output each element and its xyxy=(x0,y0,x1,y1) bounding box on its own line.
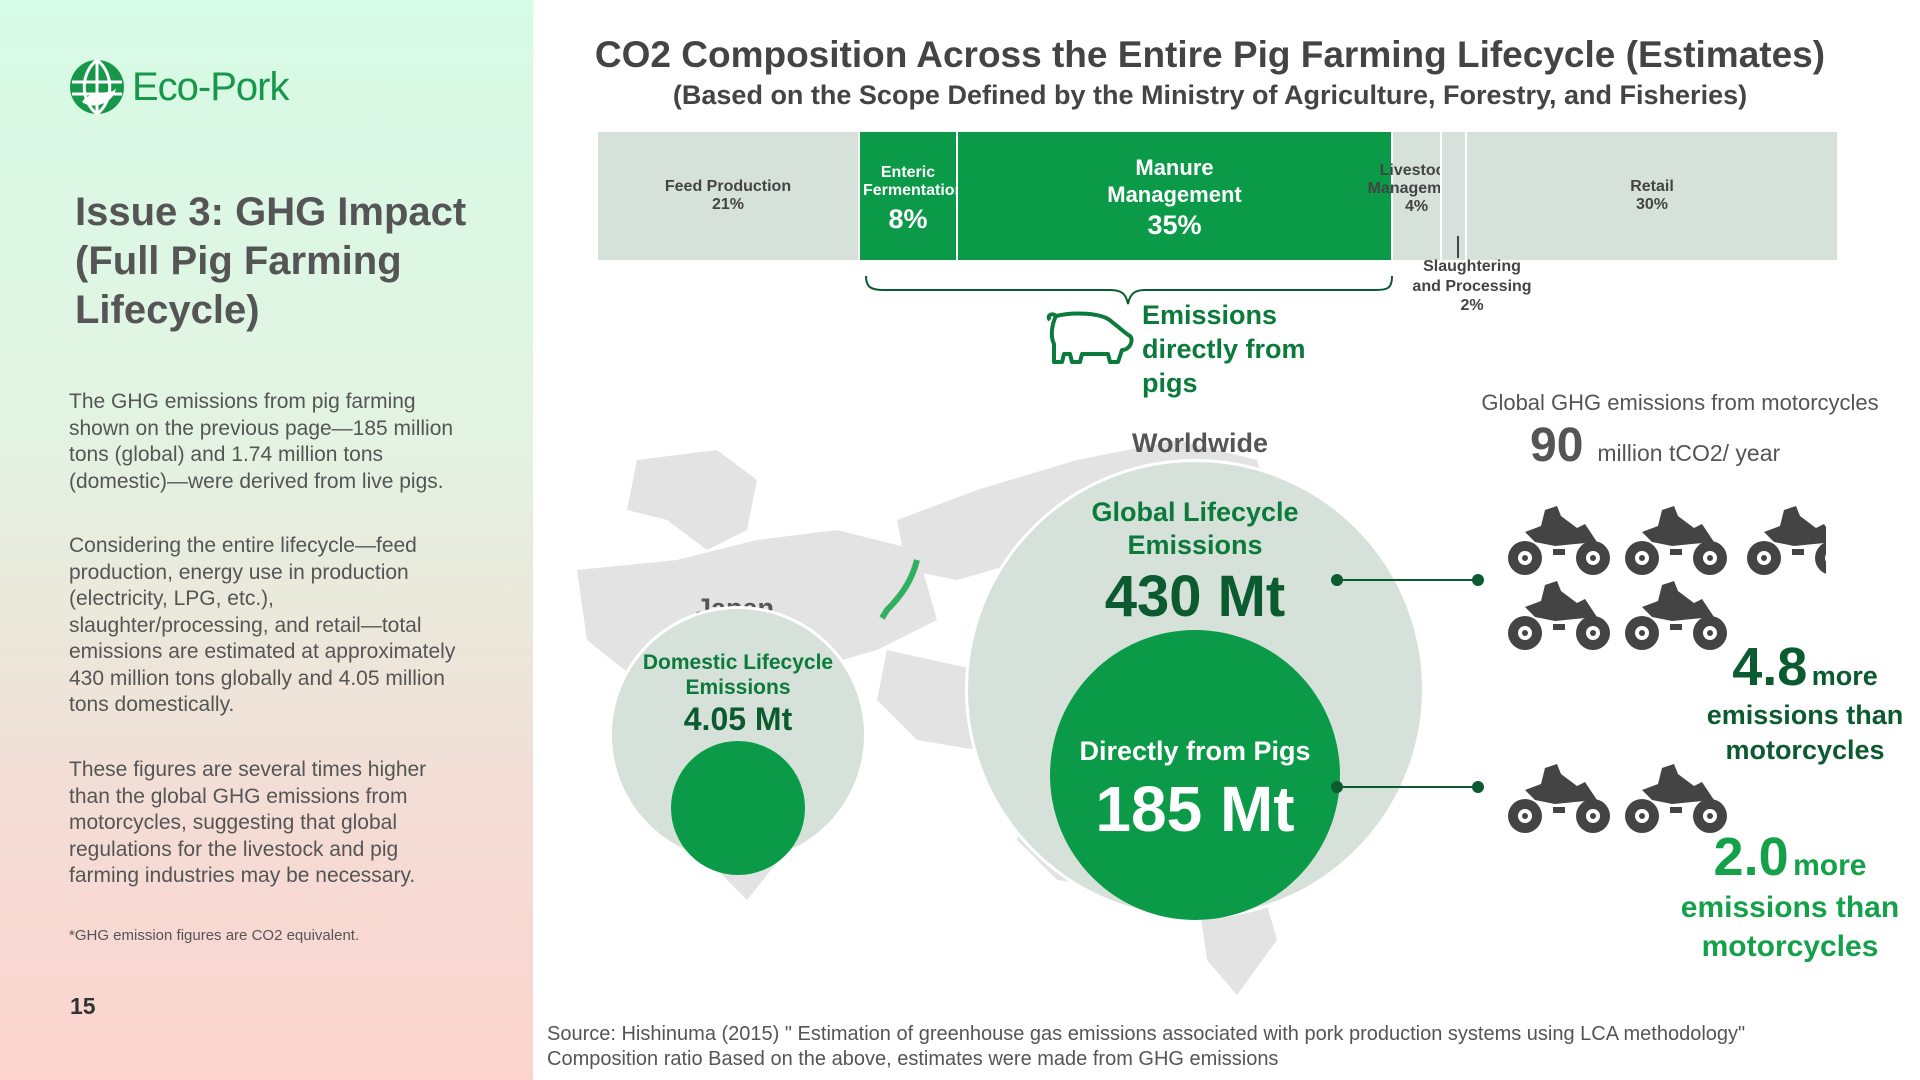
segment-retail: Retail 30% xyxy=(1467,132,1837,260)
motorcycle-icon xyxy=(1505,760,1615,838)
issue-heading: Issue 3: GHG Impact (Full Pig Farming Li… xyxy=(75,190,467,332)
paragraph: These figures are several times higher t… xyxy=(69,758,427,887)
globe-logo-icon xyxy=(70,58,124,116)
leader-line xyxy=(1457,236,1459,258)
comparison-text: emissions than motorcycles xyxy=(1680,891,1900,963)
worldwide-label: Worldwide xyxy=(1131,428,1268,458)
page-number: 15 xyxy=(70,993,96,1019)
segment-slaughtering xyxy=(1440,132,1467,260)
segment-label: Manure Management xyxy=(1107,154,1242,207)
global-lifecycle-value: 430 Mt xyxy=(1104,564,1286,629)
segment-manure-management: Manure Management 35% xyxy=(956,132,1391,260)
paragraph: The GHG emissions from pig farming shown… xyxy=(69,390,454,493)
slaughtering-label: Slaughtering and Processing 2% xyxy=(1412,257,1532,316)
segment-label: Retail xyxy=(1630,178,1674,195)
segment-value: 30% xyxy=(1635,196,1669,213)
page-title: CO2 Composition Across the Entire Pig Fa… xyxy=(594,34,1826,75)
connectors xyxy=(1331,574,1484,793)
segment-feed-production: Feed Production 21% xyxy=(598,132,858,260)
segment-value: 8% xyxy=(888,204,928,234)
motorcycle-icon xyxy=(1622,502,1732,580)
motorcycle-emissions-label: Global GHG emissions from motorcycles xyxy=(1481,390,1879,415)
comparison-more: more xyxy=(1811,661,1878,691)
segment-enteric-fermentation: Enteric Fermentation 8% xyxy=(858,132,965,260)
direct-pigs-value: 185 Mt xyxy=(1095,773,1295,845)
domestic-lifecycle-label: Domestic Lifecycle Emissions xyxy=(642,651,834,699)
global-lifecycle-label: Global Lifecycle Emissions xyxy=(1091,497,1299,560)
motorcycle-emissions-unit: million tCO2/ year xyxy=(1597,440,1781,466)
motorcycle-emissions-value: 90 xyxy=(1530,419,1584,472)
comparison-ratio: 2.0 xyxy=(1713,827,1789,887)
segment-label: Enteric Fermentation xyxy=(863,164,965,199)
logo: Eco-Pork xyxy=(68,58,289,116)
segment-value: 4% xyxy=(1404,198,1429,215)
domestic-direct-circle xyxy=(671,741,805,875)
paragraph: Considering the entire lifecycle—feed pr… xyxy=(69,534,456,716)
direct-emissions-label: Emissions directly from pigs xyxy=(1142,300,1306,398)
comparison-global: 4.8 more emissions than motorcycles xyxy=(1680,636,1920,768)
motorcycle-icon xyxy=(1744,502,1826,580)
segment-label: Feed Production xyxy=(664,178,792,195)
page-subtitle: (Based on the Scope Defined by the Minis… xyxy=(672,80,1748,110)
motorcycle-icon xyxy=(1505,502,1615,580)
segment-label: Slaughtering and Processing xyxy=(1412,258,1532,295)
direct-pigs-circle xyxy=(1050,630,1340,920)
brace xyxy=(865,275,1393,305)
segment-value: 35% xyxy=(1147,209,1202,240)
comparison-direct: 2.0 more emissions than motorcycles xyxy=(1660,826,1920,966)
motorcycle-icon xyxy=(1505,577,1615,655)
segment-livestock-management: Livestock Management 4% xyxy=(1368,132,1465,260)
domestic-lifecycle-value: 4.05 Mt xyxy=(683,701,793,737)
segment-value: 21% xyxy=(711,196,745,213)
motorcycle-emissions: 90 million tCO2/ year xyxy=(1530,418,1780,473)
direct-pigs-label: Directly from Pigs xyxy=(1079,736,1311,766)
source-note: Source: Hishinuma (2015) " Estimation of… xyxy=(547,1023,1746,1070)
pig-icon xyxy=(1046,311,1134,364)
logo-text: Eco-Pork xyxy=(132,64,289,109)
comparison-more: more xyxy=(1793,849,1867,882)
comparison-text: emissions than motorcycles xyxy=(1706,700,1904,765)
footnote: *GHG emission figures are CO2 equivalent… xyxy=(69,927,360,944)
sidebar xyxy=(0,0,533,1080)
comparison-ratio: 4.8 xyxy=(1732,637,1808,697)
segment-value: 2% xyxy=(1460,297,1484,314)
